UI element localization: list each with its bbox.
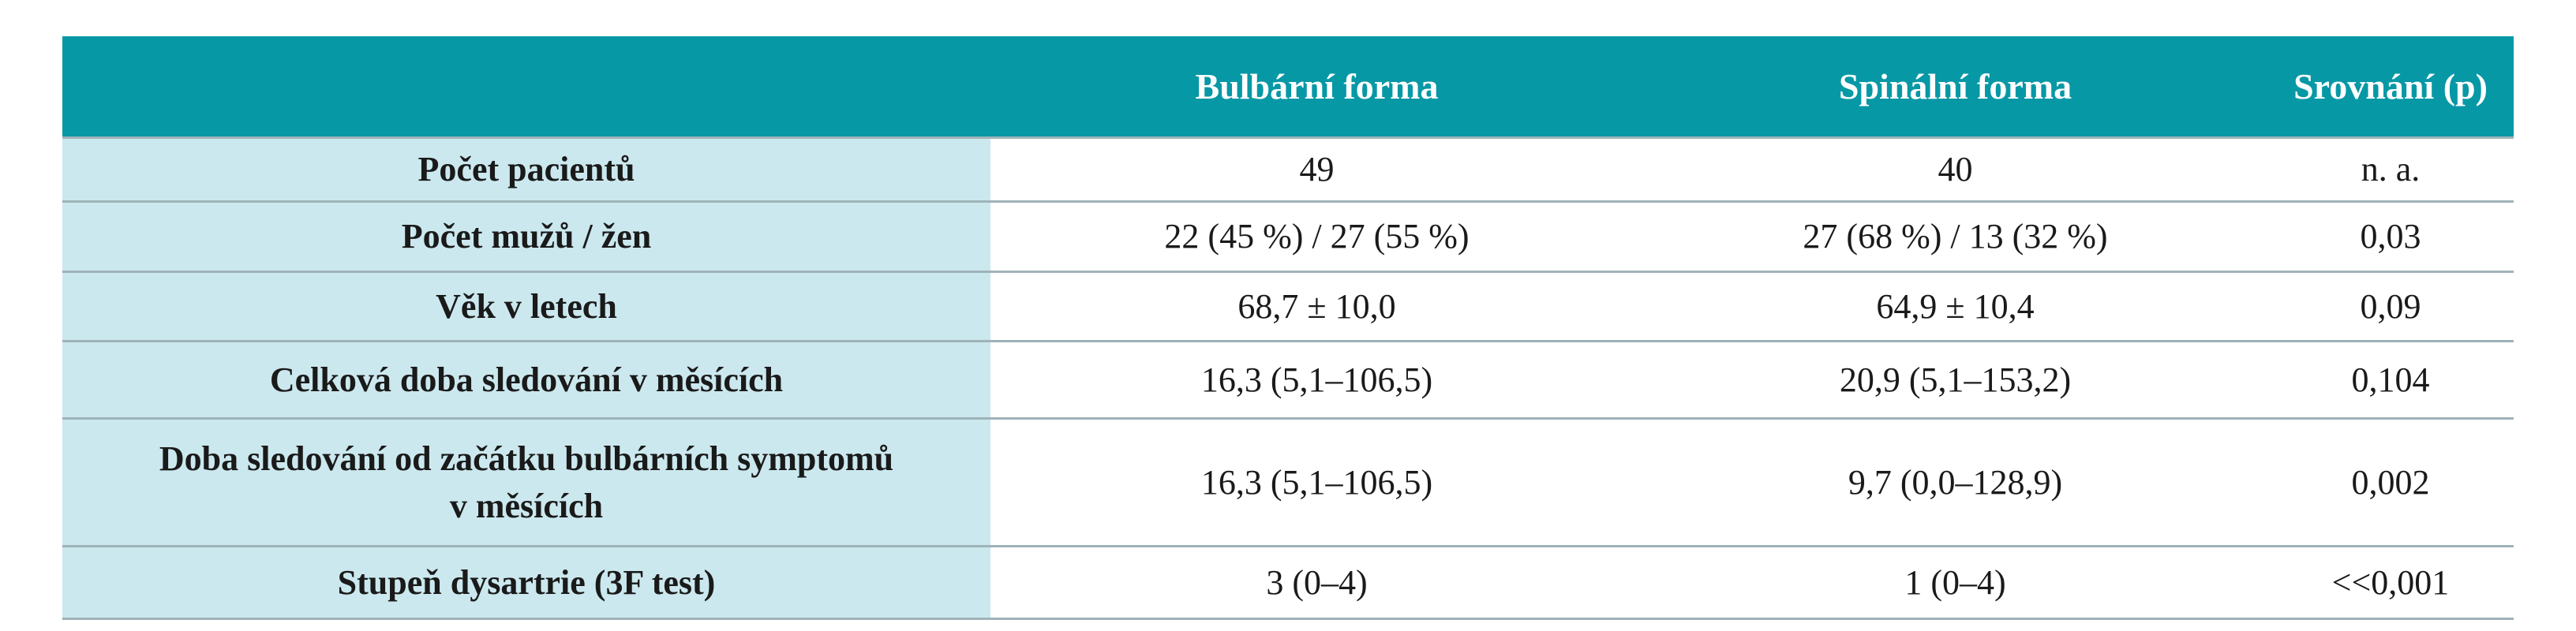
cell: 27 (68 %) / 13 (32 %) xyxy=(1643,200,2267,272)
header-cell: Bulbární forma xyxy=(990,36,1643,138)
cell-text: Doba sledování od začátku bulbárních sym… xyxy=(159,439,894,525)
cell-text: <<0,001 xyxy=(2331,562,2450,602)
cell-text: 68,7 ± 10,0 xyxy=(1237,286,1396,326)
cell: 0,104 xyxy=(2267,340,2514,419)
cell: 40 xyxy=(1643,136,2267,202)
cell-text: 16,3 (5,1–106,5) xyxy=(1200,360,1433,399)
cell-text: 3 (0–4) xyxy=(1266,562,1368,602)
cell: 0,002 xyxy=(2267,417,2514,547)
cell-text: 49 xyxy=(1299,150,1335,189)
cell: 1 (0–4) xyxy=(1643,545,2267,620)
row-label: Celková doba sledování v měsících xyxy=(62,340,990,419)
cell-text: 22 (45 %) / 27 (55 %) xyxy=(1164,217,1470,256)
cell-text: 9,7 (0,0–128,9) xyxy=(1848,462,2063,502)
cell-text: 40 xyxy=(1938,150,1973,189)
cell-text: 0,03 xyxy=(2360,217,2421,256)
cell-text: 64,9 ± 10,4 xyxy=(1876,286,2035,326)
cell: n. a. xyxy=(2267,136,2514,202)
cell: 68,7 ± 10,0 xyxy=(990,271,1643,342)
cell: 16,3 (5,1–106,5) xyxy=(990,340,1643,419)
cell: 9,7 (0,0–128,9) xyxy=(1643,417,2267,547)
table-row: Stupeň dysartrie (3F test) 3 (0–4) 1 (0–4)… xyxy=(62,545,2514,620)
cell-text: Počet pacientů xyxy=(417,150,635,189)
cell-text: 16,3 (5,1–106,5) xyxy=(1200,462,1433,502)
cell-text: 0,104 xyxy=(2351,360,2430,399)
cell: 64,9 ± 10,4 xyxy=(1643,271,2267,342)
cell: <<0,001 xyxy=(2267,545,2514,620)
cell-text: 0,002 xyxy=(2351,462,2430,502)
row-label: Doba sledování od začátku bulbárních sym… xyxy=(62,417,990,547)
cell-text: Celková doba sledování v měsících xyxy=(269,360,784,399)
table-row: Počet mužů / žen 22 (45 %) / 27 (55 %) 27 … xyxy=(62,200,2514,272)
cell: 16,3 (5,1–106,5) xyxy=(990,417,1643,547)
header-cell xyxy=(62,36,990,138)
cell: 0,03 xyxy=(2267,200,2514,272)
cell-text: 1 (0–4) xyxy=(1904,562,2006,602)
row-label: Počet mužů / žen xyxy=(62,200,990,272)
cell-text: Stupeň dysartrie (3F test) xyxy=(337,562,716,602)
data-table: Bulbární forma Spinální forma Srovnání (p)… xyxy=(62,36,2514,620)
cell: 3 (0–4) xyxy=(990,545,1643,620)
header-cell: Spinální forma xyxy=(1643,36,2267,138)
row-label: Počet pacientů xyxy=(62,136,990,202)
cell: 0,09 xyxy=(2267,271,2514,342)
cell-text: 20,9 (5,1–153,2) xyxy=(1839,360,2072,399)
header-cell: Srovnání (p) xyxy=(2267,36,2514,138)
row-label: Věk v letech xyxy=(62,271,990,342)
table-row: Věk v letech 68,7 ± 10,0 64,9 ± 10,4 0,09 xyxy=(62,271,2514,342)
cell: 20,9 (5,1–153,2) xyxy=(1643,340,2267,419)
table-row: Počet pacientů 49 40 n. a. xyxy=(62,136,2514,202)
cell-text: 27 (68 %) / 13 (32 %) xyxy=(1803,217,2108,256)
table-row: Celková doba sledování v měsících 16,3 (5… xyxy=(62,340,2514,419)
row-label: Stupeň dysartrie (3F test) xyxy=(62,545,990,620)
header-row: Bulbární forma Spinální forma Srovnání (p) xyxy=(62,36,2514,138)
cell-text: n. a. xyxy=(2361,150,2421,189)
cell-text: Věk v letech xyxy=(436,286,617,326)
cell-text: Počet mužů / žen xyxy=(401,217,652,256)
table-body: Počet pacientů 49 40 n. a. Počet mužů / žen 2… xyxy=(62,136,2514,620)
cell-text: 0,09 xyxy=(2360,286,2421,326)
cell: 22 (45 %) / 27 (55 %) xyxy=(990,200,1643,272)
cell: 49 xyxy=(990,136,1643,202)
table-row: Doba sledování od začátku bulbárních sym… xyxy=(62,417,2514,547)
